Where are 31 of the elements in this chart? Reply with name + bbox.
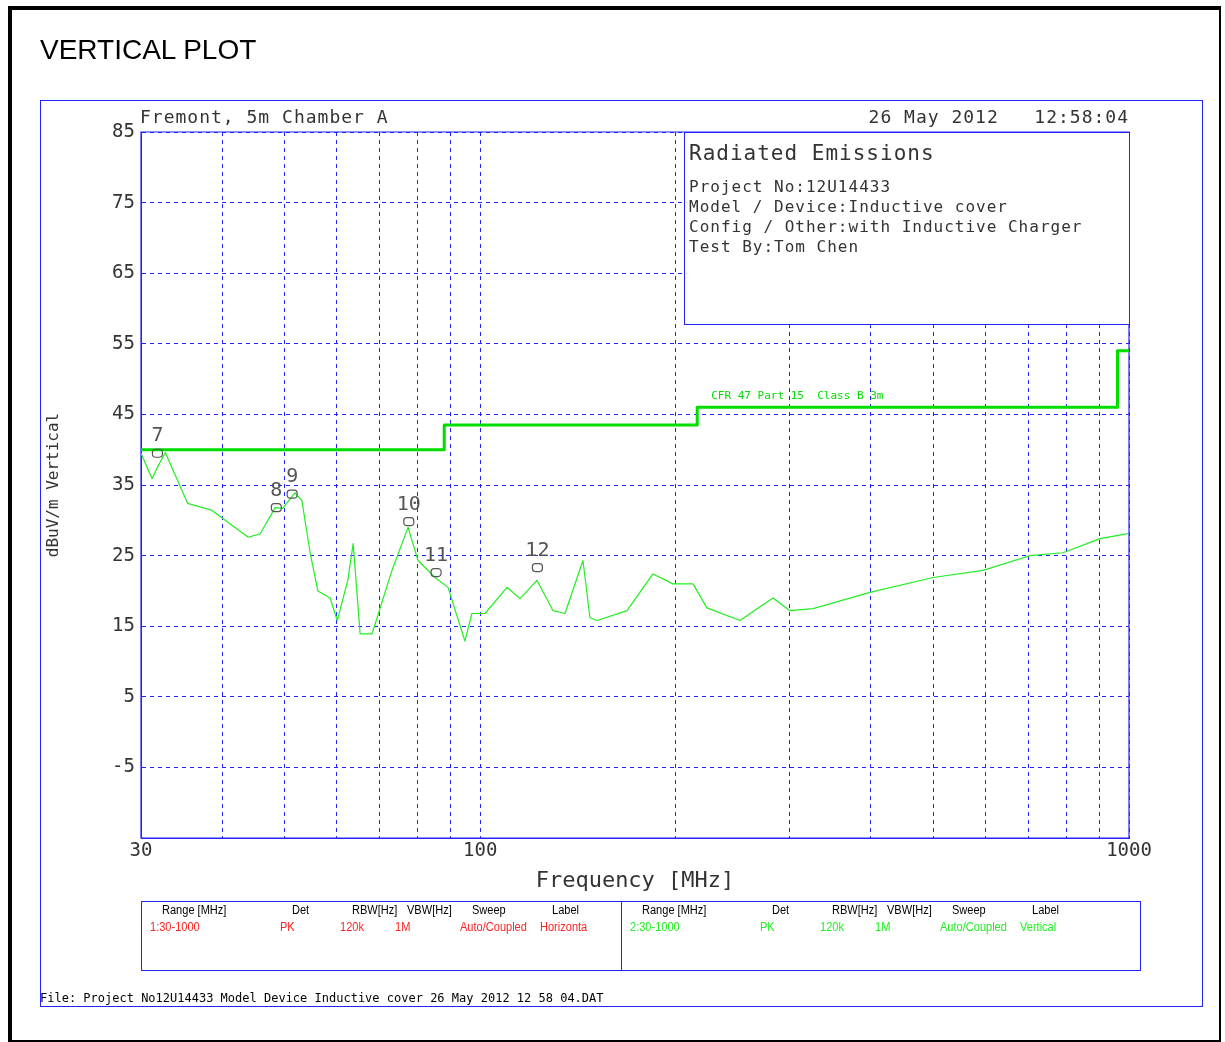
annotation: 12 <box>525 536 550 561</box>
annotation: Project No:12U14433 <box>689 177 892 196</box>
x-tick-label: 100 <box>463 838 498 861</box>
x-tick-label: 30 <box>129 838 153 861</box>
annotation: Test By:Tom Chen <box>689 237 860 256</box>
chart-title: VERTICAL PLOT <box>40 34 257 66</box>
y-tick-label: 35 <box>112 471 135 494</box>
annotation: Config / Other:with Inductive Charger <box>689 217 1083 236</box>
y-tick-label: 55 <box>112 330 135 353</box>
annotation: 7 <box>151 422 164 447</box>
x-tick-label: 1000 <box>1106 838 1152 861</box>
series-label: CFR 47 Part 15 Class B 3m <box>711 388 884 402</box>
text: 26 May 2012 12:58:04 <box>868 106 1129 127</box>
y-tick-label: 85 <box>112 118 135 141</box>
y-tick-label: 65 <box>112 260 135 283</box>
annotation: Radiated Emissions <box>689 141 935 165</box>
y-tick-label: 25 <box>112 542 135 565</box>
annotation: Model / Device:Inductive cover <box>689 197 1008 216</box>
text: Fremont, 5m Chamber A <box>140 106 389 127</box>
annotation: 11 <box>424 541 449 566</box>
annotation: 9 <box>286 463 299 488</box>
y-tick-label: 15 <box>112 613 135 636</box>
settings-table: Range [MHz] Det RBW[Hz] VBW[Hz] Sweep Label 1:30-1000 PK 120k 1M Auto/Coupled Horizonta Range [MHz] Det RBW[Hz] VBW[Hz] Sweep Label 2:30-1000 PK 120k 1M Auto/Coupled Vertical <box>141 901 1141 971</box>
x-axis-title: Frequency [MHz] <box>535 866 735 892</box>
y-tick-label: -5 <box>112 754 135 777</box>
y-tick-label: 45 <box>112 401 135 424</box>
y-tick-label: 75 <box>112 189 135 212</box>
y-tick-label: 5 <box>123 683 135 706</box>
text: File: Project No12U14433 Model Device Inductive cover 26 May 2012 12 58 04.DAT <box>40 991 604 1005</box>
y-axis-title: dBuV/m Vertical <box>42 412 62 558</box>
annotation: 10 <box>396 490 421 515</box>
